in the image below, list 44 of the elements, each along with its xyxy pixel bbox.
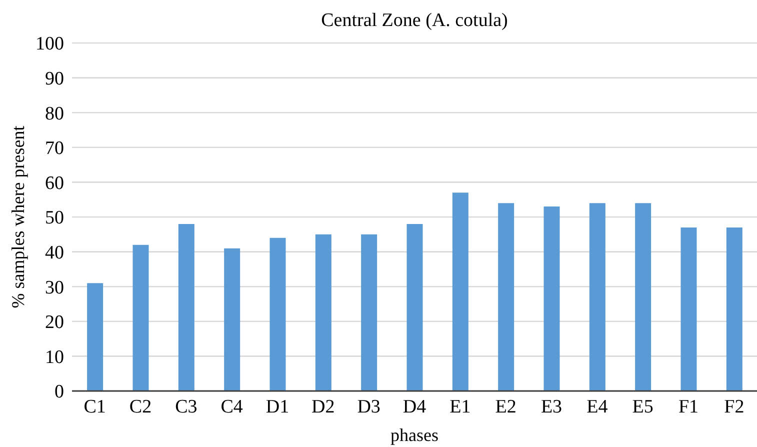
y-tick-label: 90 [45, 68, 64, 90]
x-tick-label: C2 [129, 396, 152, 418]
x-axis-title: phases [390, 425, 440, 445]
y-tick-label: 60 [45, 172, 64, 194]
x-tick-label: C3 [175, 396, 198, 418]
x-tick-label: C1 [84, 396, 106, 418]
y-axis-title: % samples where present [7, 124, 29, 310]
y-tick-label: 40 [45, 242, 64, 264]
bar [361, 234, 378, 391]
x-tick-label: E5 [632, 396, 654, 418]
bar [224, 248, 240, 391]
bar [544, 206, 560, 391]
bar [452, 192, 468, 391]
y-tick-label: 20 [45, 312, 64, 334]
y-tick-label: 80 [45, 103, 64, 124]
bar [132, 244, 149, 391]
bar [270, 238, 286, 391]
x-tick-label: D1 [266, 396, 290, 418]
chart-title: Central Zone (A. cotula) [320, 10, 509, 32]
bar [680, 227, 697, 391]
y-tick-label: 30 [45, 277, 64, 298]
bar [178, 224, 194, 391]
y-tick-label: 50 [45, 208, 64, 229]
y-tick-label: 10 [45, 346, 64, 368]
bar [726, 227, 742, 391]
x-tick-label: D3 [357, 396, 380, 418]
x-tick-label: E3 [540, 396, 562, 418]
bar [635, 203, 652, 391]
x-tick-label: F2 [724, 396, 744, 418]
x-tick-label: E2 [495, 396, 516, 418]
x-tick-label: D2 [312, 396, 335, 418]
y-tick-label: 100 [36, 34, 64, 55]
bar [498, 203, 514, 391]
x-tick-label: E4 [586, 396, 608, 418]
y-tick-label: 70 [45, 138, 64, 160]
x-tick-label: C4 [220, 396, 244, 418]
x-tick-label: E1 [450, 396, 471, 418]
bar [315, 234, 332, 391]
bar [589, 203, 606, 391]
x-tick-label: D4 [402, 396, 427, 418]
bar [406, 224, 423, 391]
bar [87, 283, 104, 391]
x-tick-label: F1 [678, 396, 699, 418]
y-tick-label: 0 [54, 382, 64, 403]
